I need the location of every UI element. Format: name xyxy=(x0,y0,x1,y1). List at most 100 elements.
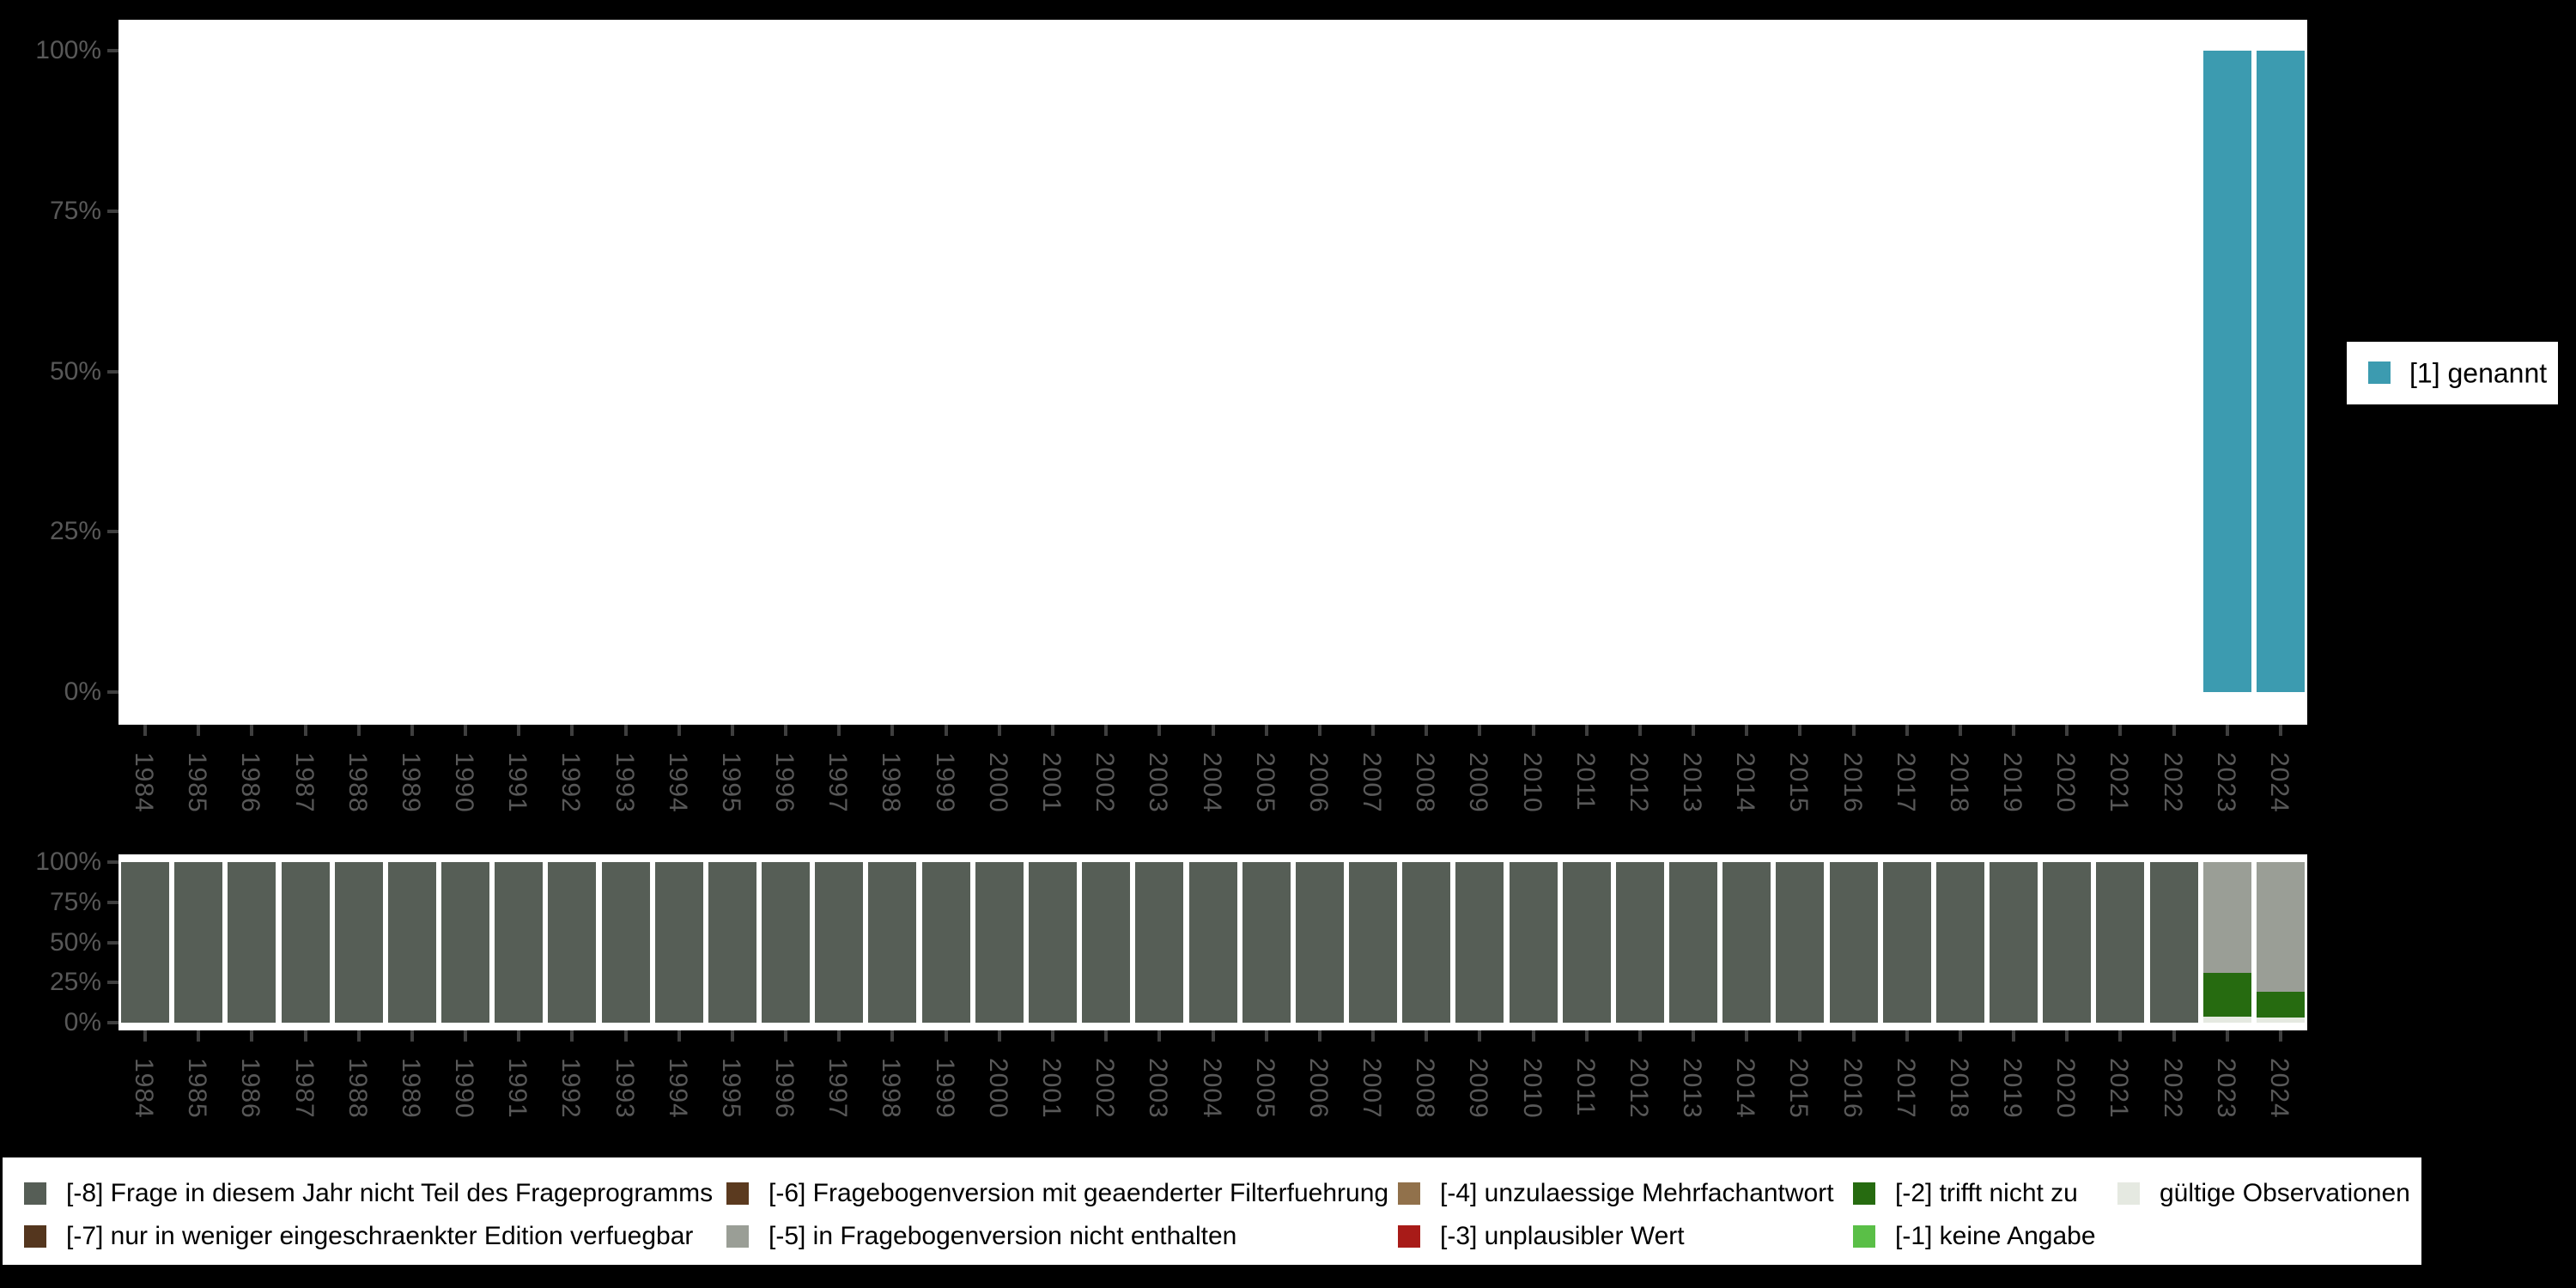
x-axis-year-label: 1999 xyxy=(930,1058,959,1119)
bar-segment xyxy=(1082,862,1131,1023)
x-axis-year-label: 2016 xyxy=(1838,1058,1867,1119)
x-axis-tick-mark xyxy=(2225,1030,2229,1042)
x-axis-year-label: 1988 xyxy=(343,752,372,813)
x-axis-tick-mark xyxy=(837,725,841,736)
x-axis-tick-mark xyxy=(143,1030,148,1042)
legend-label: [-7] nur in weniger eingeschraenkter Edi… xyxy=(66,1222,694,1250)
x-axis-year-label: 1987 xyxy=(289,1058,319,1119)
x-axis-year-label: 2012 xyxy=(1624,752,1653,813)
x-axis-year-label: 2017 xyxy=(1891,1058,1920,1119)
y-axis-tick-label: 0% xyxy=(64,677,101,706)
x-axis-tick-mark xyxy=(730,725,734,736)
x-axis-year-label: 2013 xyxy=(1678,752,1707,813)
x-axis-year-label: 1990 xyxy=(450,752,479,813)
x-axis-year-label: 2003 xyxy=(1144,1058,1173,1119)
legend-label: [-4] unzulaessige Mehrfachantwort xyxy=(1440,1179,1834,1207)
bar-segment xyxy=(601,862,650,1023)
x-axis-tick-mark xyxy=(2118,1030,2123,1042)
x-axis-year-label: 1994 xyxy=(663,1058,692,1119)
y-axis-tick-label: 75% xyxy=(49,887,101,916)
x-axis-tick-mark xyxy=(570,1030,574,1042)
x-axis-tick-mark xyxy=(1157,725,1162,736)
x-axis-tick-mark xyxy=(2012,725,2016,736)
x-axis-tick-mark xyxy=(1905,725,1909,736)
x-axis-year-label: 2012 xyxy=(1624,1058,1653,1119)
x-axis-tick-mark xyxy=(1531,1030,1535,1042)
x-axis-tick-mark xyxy=(1425,725,1429,736)
x-axis-tick-mark xyxy=(997,725,1001,736)
x-axis-tick-mark xyxy=(1157,1030,1162,1042)
x-axis-year-label: 2011 xyxy=(1571,752,1600,811)
x-axis-tick-mark xyxy=(143,725,148,736)
x-axis-tick-mark xyxy=(303,1030,307,1042)
x-axis-tick-mark xyxy=(250,725,254,736)
x-axis-tick-mark xyxy=(1478,1030,1482,1042)
bottom-chart-panel xyxy=(118,854,2307,1030)
y-axis-tick-label: 50% xyxy=(49,356,101,386)
x-axis-tick-mark xyxy=(1958,725,1962,736)
legend-label: [-6] Fragebogenversion mit geaenderter F… xyxy=(769,1179,1389,1207)
bar-segment xyxy=(334,862,383,1023)
bar-segment xyxy=(281,862,330,1023)
y-axis-tick-mark xyxy=(107,209,118,213)
x-axis-year-label: 2018 xyxy=(1944,752,1973,813)
x-axis-tick-mark xyxy=(1692,725,1696,736)
x-axis-year-label: 2002 xyxy=(1091,1058,1120,1119)
x-axis-year-label: 1988 xyxy=(343,1058,372,1119)
x-axis-year-label: 1995 xyxy=(716,752,745,813)
x-axis-tick-mark xyxy=(1371,1030,1375,1042)
x-axis-tick-mark xyxy=(1692,1030,1696,1042)
x-axis-tick-mark xyxy=(784,1030,788,1042)
x-axis-tick-mark xyxy=(1317,1030,1321,1042)
legend-label: [-5] in Fragebogenversion nicht enthalte… xyxy=(769,1222,1237,1250)
x-axis-year-label: 2001 xyxy=(1036,752,1066,813)
x-axis-year-label: 2024 xyxy=(2264,1058,2293,1119)
x-axis-tick-mark xyxy=(2118,725,2123,736)
x-axis-tick-mark xyxy=(2278,1030,2282,1042)
x-axis-tick-mark xyxy=(944,725,948,736)
legend-label: [1] genannt xyxy=(2409,357,2548,388)
x-axis-tick-mark xyxy=(1958,1030,1962,1042)
x-axis-year-label: 2021 xyxy=(2105,752,2134,813)
x-axis-year-label: 2017 xyxy=(1891,752,1920,813)
x-axis-year-label: 1998 xyxy=(877,1058,906,1119)
bar-segment xyxy=(708,862,756,1023)
bar-segment xyxy=(1829,862,1878,1023)
legend-label: [-3] unplausibler Wert xyxy=(1440,1222,1685,1250)
legend-swatch xyxy=(1853,1225,1875,1248)
x-axis-tick-mark xyxy=(677,725,681,736)
x-axis-tick-mark xyxy=(356,725,361,736)
x-axis-tick-mark xyxy=(1104,725,1109,736)
x-axis-year-label: 2015 xyxy=(1784,752,1814,813)
x-axis-tick-mark xyxy=(2172,725,2176,736)
x-axis-year-label: 2022 xyxy=(2158,752,2187,813)
bar-segment xyxy=(2202,862,2251,974)
legend-swatch xyxy=(1398,1225,1420,1248)
x-axis-year-label: 2003 xyxy=(1144,752,1173,813)
legend-swatch xyxy=(1853,1182,1875,1205)
x-axis-year-label: 2001 xyxy=(1036,1058,1066,1119)
bar-segment xyxy=(1188,862,1237,1023)
bar-segment xyxy=(654,862,703,1023)
x-axis-tick-mark xyxy=(1584,725,1589,736)
x-axis-year-label: 1995 xyxy=(716,1058,745,1119)
y-axis-tick-label: 50% xyxy=(49,927,101,957)
bar-segment xyxy=(1509,862,1558,1023)
x-axis-tick-mark xyxy=(623,725,628,736)
bar-segment xyxy=(1455,862,1504,1023)
x-axis-tick-mark xyxy=(1264,1030,1268,1042)
x-axis-tick-mark xyxy=(1104,1030,1109,1042)
x-axis-tick-mark xyxy=(410,1030,414,1042)
x-axis-year-label: 1992 xyxy=(556,752,586,813)
bar-segment xyxy=(868,862,917,1023)
bar-segment xyxy=(975,862,1024,1023)
x-axis-tick-mark xyxy=(2012,1030,2016,1042)
x-axis-tick-mark xyxy=(1637,725,1642,736)
bar-segment xyxy=(2256,1018,2305,1023)
bar-segment xyxy=(1562,862,1611,1023)
x-axis-year-label: 2018 xyxy=(1944,1058,1973,1119)
bar-segment xyxy=(1935,862,1984,1023)
x-axis-tick-mark xyxy=(1745,1030,1749,1042)
y-axis-tick-mark xyxy=(107,530,118,534)
x-axis-year-label: 2016 xyxy=(1838,752,1867,813)
